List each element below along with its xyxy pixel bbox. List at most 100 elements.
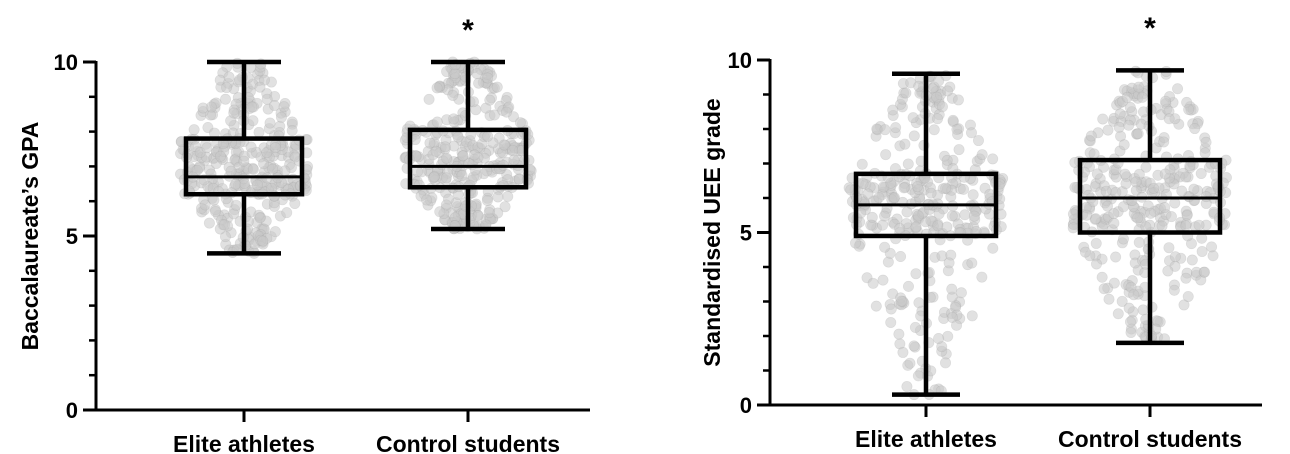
data-point	[1133, 236, 1145, 248]
data-point	[1118, 139, 1130, 151]
data-point	[441, 152, 453, 164]
data-point	[254, 81, 266, 93]
data-point	[507, 144, 519, 156]
data-point	[941, 154, 953, 166]
data-point	[457, 150, 469, 162]
data-point	[247, 163, 259, 175]
data-point	[879, 124, 891, 136]
data-point	[1148, 182, 1160, 194]
category-label: Control students	[376, 431, 560, 454]
data-point	[253, 126, 265, 138]
data-point	[431, 82, 443, 94]
data-point	[230, 178, 242, 190]
data-point	[1198, 266, 1210, 278]
data-point	[887, 104, 899, 116]
data-point	[942, 330, 954, 342]
y-axis-label: Standardised UEE grade	[699, 98, 725, 366]
data-point	[491, 81, 503, 93]
data-point	[940, 357, 952, 369]
data-point	[899, 138, 911, 150]
data-point	[1159, 202, 1171, 214]
data-point	[968, 210, 980, 222]
data-point	[278, 101, 290, 113]
data-point	[1097, 113, 1109, 125]
data-point	[911, 181, 923, 193]
data-point	[1088, 148, 1100, 160]
y-tick-label: 10	[54, 50, 78, 75]
data-point	[879, 210, 891, 222]
data-point	[1117, 201, 1129, 213]
data-point	[932, 113, 944, 125]
data-point	[936, 101, 948, 113]
data-point	[252, 179, 264, 191]
data-point	[867, 277, 879, 289]
data-point	[219, 231, 231, 243]
data-point	[471, 68, 483, 80]
data-point	[879, 241, 891, 253]
data-point	[1145, 207, 1157, 219]
data-point	[238, 155, 250, 167]
data-point	[440, 199, 452, 211]
data-point	[188, 124, 200, 136]
data-point	[933, 332, 945, 344]
data-point	[940, 182, 952, 194]
data-point	[501, 106, 513, 118]
data-point	[913, 80, 925, 92]
data-point	[210, 205, 222, 217]
data-point	[912, 210, 924, 222]
data-point	[877, 274, 889, 286]
data-point	[473, 77, 485, 89]
data-point	[902, 158, 914, 170]
data-point	[987, 242, 999, 254]
data-point	[483, 207, 495, 219]
data-point	[1133, 81, 1145, 93]
data-point	[1124, 316, 1136, 328]
data-point	[904, 357, 916, 369]
data-point	[1110, 251, 1122, 263]
data-point	[261, 93, 273, 105]
iqr-box	[1077, 157, 1223, 235]
y-tick-label: 10	[728, 48, 752, 73]
data-point	[1186, 254, 1198, 266]
data-point	[1110, 186, 1122, 198]
data-point	[1102, 124, 1114, 136]
data-point	[1195, 168, 1207, 180]
data-point	[1188, 183, 1200, 195]
data-point	[439, 141, 451, 153]
data-point	[1090, 237, 1102, 249]
y-tick-label: 5	[66, 224, 78, 249]
data-point	[230, 199, 242, 211]
data-point	[223, 71, 235, 83]
data-point	[221, 82, 233, 94]
data-point	[1116, 295, 1128, 307]
data-point	[901, 206, 913, 218]
data-point	[498, 139, 510, 151]
data-point	[913, 297, 925, 309]
data-point	[1113, 121, 1125, 133]
data-point	[1085, 130, 1097, 142]
data-point	[893, 328, 905, 340]
data-point	[214, 150, 226, 162]
data-point	[908, 130, 920, 142]
data-point	[912, 370, 924, 382]
data-point	[946, 283, 958, 295]
data-point	[932, 220, 944, 232]
data-point	[1199, 147, 1211, 159]
data-point	[885, 303, 897, 315]
data-point	[1101, 200, 1113, 212]
data-point	[896, 295, 908, 307]
data-point	[1180, 220, 1192, 232]
data-point	[281, 207, 293, 219]
data-point	[267, 163, 279, 175]
data-point	[1165, 211, 1177, 223]
data-point	[424, 137, 436, 149]
data-point	[958, 183, 970, 195]
data-point	[1178, 299, 1190, 311]
data-point	[1091, 168, 1103, 180]
data-point	[933, 208, 945, 220]
data-point	[1096, 271, 1108, 283]
data-point	[1182, 291, 1194, 303]
y-tick-label: 0	[740, 393, 752, 418]
data-point	[218, 219, 230, 231]
